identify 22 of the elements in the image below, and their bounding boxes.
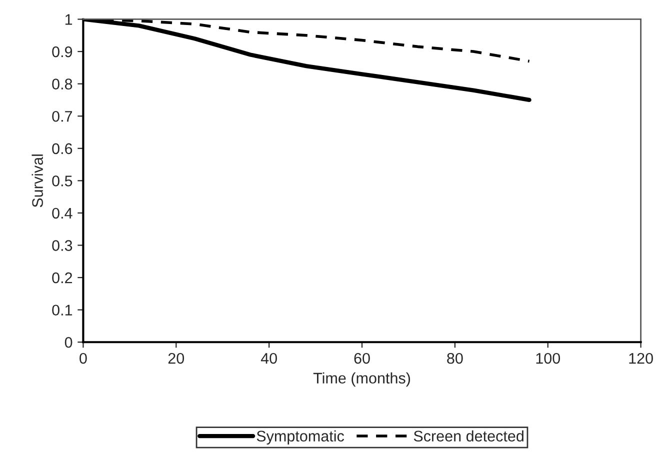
legend-label: Screen detected [414, 430, 524, 442]
y-tick-label: 0.7 [52, 110, 72, 122]
x-axis-title: Time (months) [313, 372, 410, 387]
y-tick-label: 0.9 [52, 46, 72, 58]
x-tick-label: 20 [168, 352, 184, 364]
x-tick-label: 80 [447, 352, 463, 364]
y-tick-label: 0.4 [52, 208, 72, 219]
y-tick-label: 0.8 [52, 78, 72, 90]
y-axis-title: Survival [32, 154, 43, 208]
x-tick-label: 100 [536, 352, 560, 364]
x-tick-label: 40 [260, 352, 277, 364]
y-tick-label: 0 [64, 336, 72, 348]
x-tick-label: 60 [354, 352, 370, 364]
legend-label: Symptomatic [256, 430, 344, 445]
y-tick-label: 0.3 [52, 240, 72, 251]
y-tick-label: 1 [65, 14, 72, 25]
y-tick-label: 0.2 [52, 272, 72, 284]
y-tick-label: 0.6 [52, 143, 72, 154]
x-tick-label: 120 [629, 352, 653, 364]
x-tick-label: 0 [80, 352, 87, 364]
y-tick-label: 0.5 [52, 176, 72, 186]
y-tick-label: 0.1 [52, 304, 72, 316]
